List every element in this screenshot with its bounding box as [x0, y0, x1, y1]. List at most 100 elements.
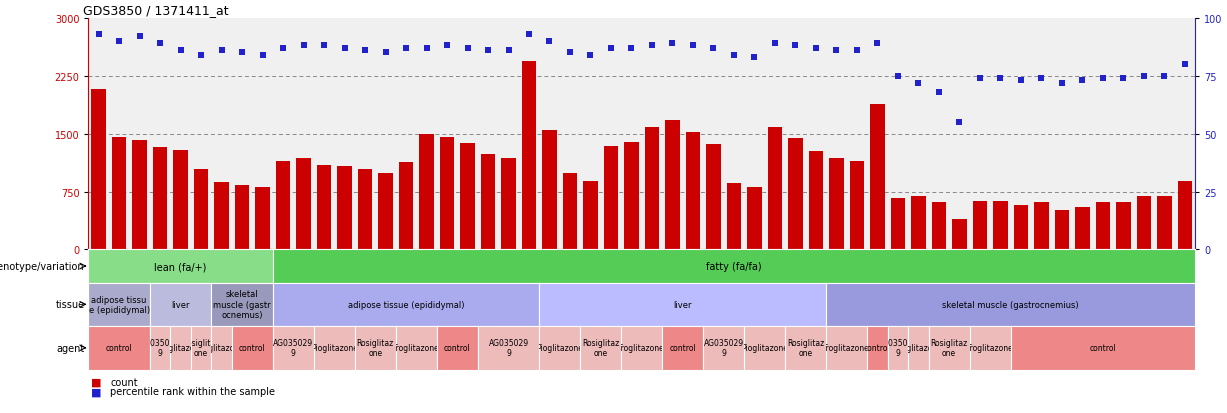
Point	[212, 47, 232, 54]
Bar	[993, 201, 1007, 250]
Bar	[276, 162, 291, 250]
Bar	[502, 158, 515, 250]
Point	[745, 55, 764, 61]
Bar	[829, 159, 844, 250]
Text: control: control	[106, 344, 133, 352]
Bar	[297, 158, 310, 250]
Point	[950, 119, 969, 126]
Point	[847, 47, 866, 54]
Bar	[92, 90, 106, 250]
Point	[580, 52, 600, 59]
Point	[88, 31, 108, 38]
Bar	[1055, 211, 1069, 250]
Bar	[1096, 203, 1110, 250]
Bar	[665, 120, 680, 250]
Bar	[1014, 206, 1028, 250]
Point	[498, 47, 518, 54]
Point	[540, 38, 560, 45]
Text: AG035029
9: AG035029 9	[703, 338, 744, 358]
Point	[1052, 80, 1071, 87]
Text: control: control	[864, 344, 891, 352]
Text: liver: liver	[674, 300, 692, 309]
Text: Rosiglitaz
one: Rosiglitaz one	[787, 338, 825, 358]
Point	[1011, 78, 1031, 84]
Point	[663, 41, 682, 47]
Point	[827, 47, 847, 54]
Text: count: count	[110, 377, 139, 387]
Point	[109, 38, 129, 45]
Point	[417, 45, 437, 52]
Text: AG035029
9: AG035029 9	[877, 338, 918, 358]
Text: AG035029
9: AG035029 9	[140, 338, 180, 358]
Point	[232, 50, 252, 57]
Bar	[153, 147, 167, 250]
Bar	[563, 173, 577, 250]
Text: genotype/variation: genotype/variation	[0, 261, 85, 271]
Text: ■: ■	[91, 377, 102, 387]
Point	[479, 47, 498, 54]
Bar	[439, 137, 454, 250]
Point	[642, 43, 661, 50]
Text: Rosiglitaz
one: Rosiglitaz one	[183, 338, 220, 358]
Text: tissue: tissue	[55, 299, 85, 310]
Text: Pioglitazone: Pioglitazone	[894, 344, 942, 352]
Bar	[1136, 197, 1151, 250]
Text: Troglitazone: Troglitazone	[393, 344, 439, 352]
Bar	[521, 62, 536, 250]
Point	[1155, 73, 1174, 80]
Text: AG035029
9: AG035029 9	[488, 338, 529, 358]
Point	[437, 43, 456, 50]
Text: Troglitazone: Troglitazone	[199, 344, 245, 352]
Text: adipose tissue (epididymal): adipose tissue (epididymal)	[347, 300, 464, 309]
Text: Rosiglitaz
one: Rosiglitaz one	[930, 338, 968, 358]
Text: ■: ■	[91, 386, 102, 396]
Bar	[788, 139, 802, 250]
Bar	[1075, 207, 1090, 250]
Point	[561, 50, 580, 57]
Point	[253, 52, 272, 59]
Point	[1093, 76, 1113, 82]
Bar	[255, 188, 270, 250]
Text: Pioglitazone: Pioglitazone	[310, 344, 358, 352]
Point	[1032, 76, 1052, 82]
Bar	[399, 163, 413, 250]
Bar	[1034, 203, 1049, 250]
Text: percentile rank within the sample: percentile rank within the sample	[110, 386, 275, 396]
Text: Pioglitazone: Pioglitazone	[157, 344, 204, 352]
Text: liver: liver	[172, 300, 190, 309]
Bar	[809, 151, 823, 250]
Bar	[133, 140, 147, 250]
Point	[1072, 78, 1092, 84]
Point	[990, 76, 1010, 82]
Text: Pioglitazone: Pioglitazone	[536, 344, 583, 352]
Bar	[870, 105, 885, 250]
Text: control: control	[670, 344, 696, 352]
Bar	[173, 150, 188, 250]
Bar	[625, 143, 638, 250]
Bar	[337, 166, 352, 250]
Text: control: control	[239, 344, 266, 352]
Bar	[726, 183, 741, 250]
Bar	[481, 154, 496, 250]
Text: Pioglitazone: Pioglitazone	[741, 344, 788, 352]
Text: Rosiglitaz
one: Rosiglitaz one	[357, 338, 394, 358]
Text: Troglitazone: Troglitazone	[618, 344, 665, 352]
Text: control: control	[1090, 344, 1117, 352]
Text: agent: agent	[56, 343, 85, 353]
Bar	[583, 181, 598, 250]
Text: adipose tissu
e (epididymal): adipose tissu e (epididymal)	[88, 295, 150, 314]
Point	[908, 80, 928, 87]
Point	[150, 41, 169, 47]
Point	[130, 34, 150, 40]
Bar	[604, 147, 618, 250]
Text: Troglitazone: Troglitazone	[967, 344, 1014, 352]
Point	[375, 50, 395, 57]
Bar	[973, 201, 987, 250]
Bar	[912, 197, 925, 250]
Point	[785, 43, 805, 50]
Text: lean (fa/+): lean (fa/+)	[155, 261, 207, 271]
Point	[601, 45, 621, 52]
Bar	[1157, 197, 1172, 250]
Bar	[1178, 181, 1191, 250]
Bar	[645, 127, 659, 250]
